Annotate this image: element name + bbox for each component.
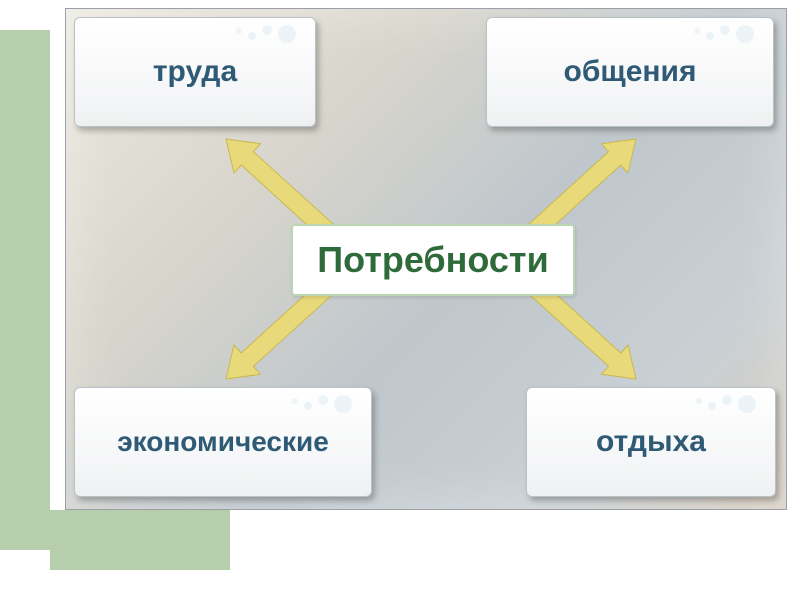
node-label: экономические [117, 426, 329, 458]
node-bottom-left: экономические [74, 387, 372, 497]
page: Потребности труда общения экономические … [0, 0, 800, 600]
center-node: Потребности [291, 224, 575, 296]
node-label: труда [153, 55, 237, 89]
node-label: общения [564, 55, 697, 89]
node-bottom-right: отдыха [526, 387, 776, 497]
bubble-decoration-icon [687, 392, 767, 416]
diagram-canvas: Потребности труда общения экономические … [65, 8, 787, 510]
accent-bottom-bar [50, 510, 230, 570]
node-label: отдыха [596, 425, 706, 459]
node-top-left: труда [74, 17, 316, 127]
center-label: Потребности [317, 239, 548, 281]
node-top-right: общения [486, 17, 774, 127]
bubble-decoration-icon [227, 22, 307, 46]
bubble-decoration-icon [283, 392, 363, 416]
accent-left-bar [0, 30, 50, 550]
bubble-decoration-icon [685, 22, 765, 46]
